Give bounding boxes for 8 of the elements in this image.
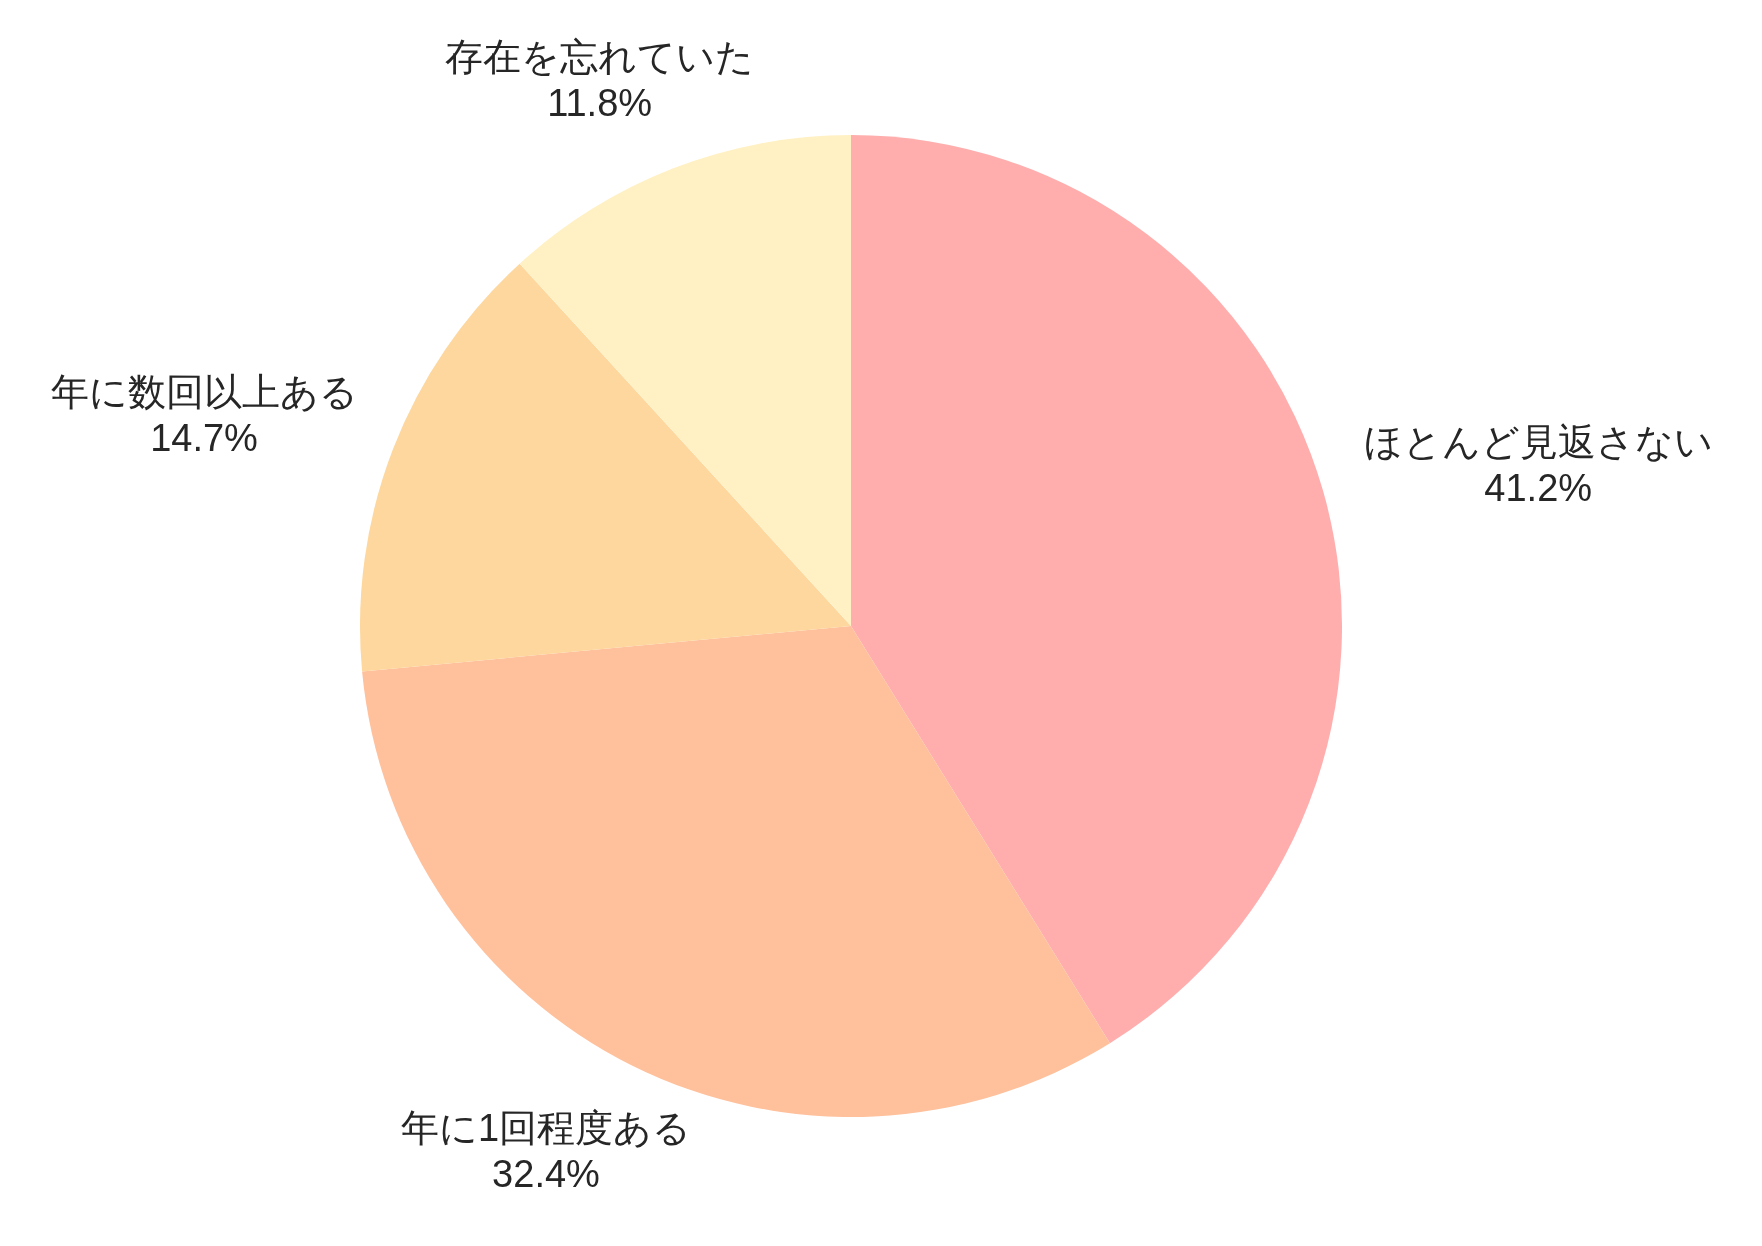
slice-label: 存在を忘れていた	[445, 35, 755, 78]
data-label: 11.8%	[547, 81, 653, 124]
data-label: 41.2%	[1484, 467, 1593, 510]
slice-label: 年に1回程度ある	[400, 1106, 692, 1149]
slice-label: 年に数回以上ある	[50, 370, 358, 413]
data-label: 14.7%	[150, 416, 258, 459]
data-label: 32.4%	[492, 1152, 600, 1195]
slice-label: ほとんど見返さない	[1363, 421, 1713, 464]
